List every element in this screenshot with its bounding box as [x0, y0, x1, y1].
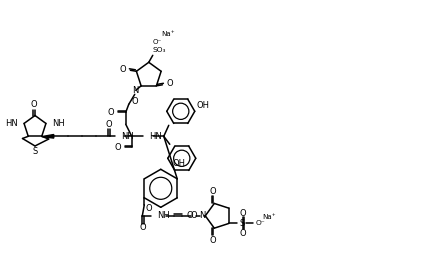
Text: O: O: [186, 211, 193, 220]
Text: NH: NH: [121, 132, 133, 141]
Text: O: O: [210, 187, 216, 196]
Text: O: O: [140, 223, 146, 232]
Text: O: O: [120, 65, 127, 74]
Text: O: O: [31, 100, 37, 109]
Text: S: S: [240, 219, 245, 228]
Text: NH: NH: [52, 119, 65, 128]
Text: OH: OH: [173, 159, 186, 168]
Text: O: O: [240, 209, 246, 218]
Text: Na⁺: Na⁺: [262, 214, 276, 221]
Text: O: O: [106, 120, 112, 129]
Text: HN: HN: [5, 119, 18, 128]
Text: O: O: [132, 97, 138, 106]
Text: N: N: [133, 86, 139, 95]
Text: O: O: [210, 236, 216, 245]
Text: Na⁺: Na⁺: [161, 31, 174, 37]
Text: HN: HN: [149, 132, 162, 141]
Text: S: S: [32, 147, 38, 156]
Text: SO₃: SO₃: [153, 47, 166, 53]
Text: O: O: [107, 108, 114, 117]
Text: N: N: [199, 211, 206, 220]
Text: O⁻: O⁻: [153, 39, 162, 45]
Text: O⁻: O⁻: [256, 221, 265, 226]
Text: O: O: [114, 143, 121, 152]
Text: OH: OH: [197, 101, 210, 110]
Polygon shape: [42, 134, 54, 138]
Text: NH: NH: [157, 211, 170, 220]
Text: O: O: [191, 211, 197, 220]
Text: O: O: [145, 204, 152, 213]
Text: O: O: [240, 229, 246, 238]
Text: O: O: [166, 79, 173, 88]
